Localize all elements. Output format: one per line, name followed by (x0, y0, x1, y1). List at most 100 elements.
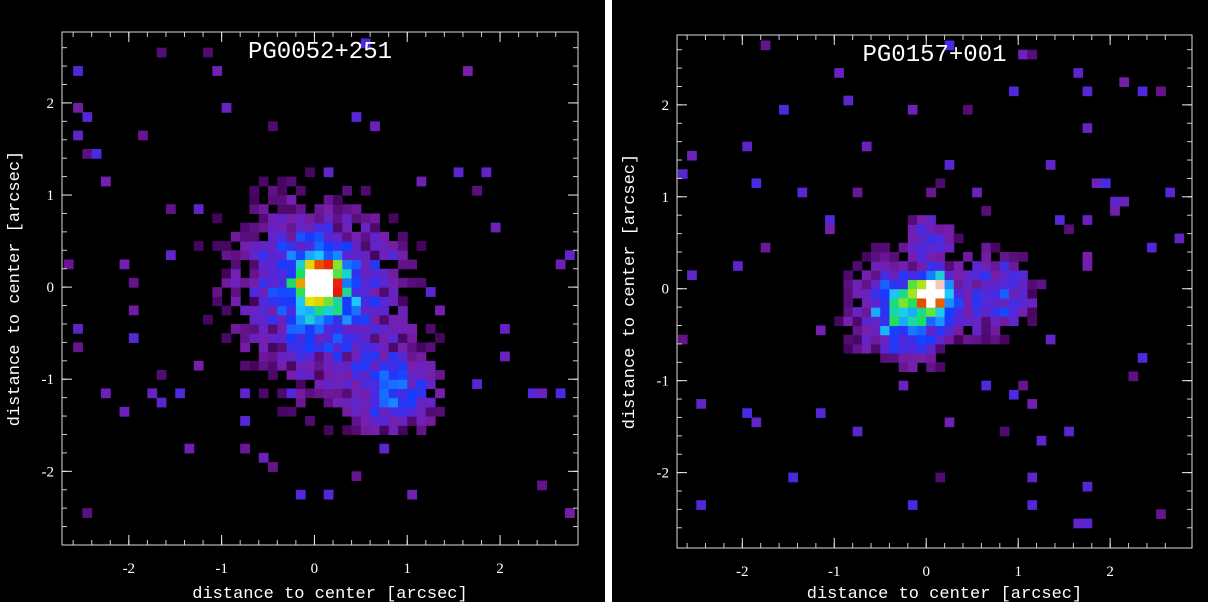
image-pixel (268, 121, 278, 131)
image-pixel (231, 232, 241, 242)
image-pixel (1073, 519, 1083, 529)
image-pixel (1110, 197, 1120, 207)
image-pixel (333, 204, 343, 214)
image-pixel (1018, 298, 1028, 308)
image-pixel (1018, 307, 1028, 317)
image-pixel (296, 232, 306, 242)
image-pixel (1083, 215, 1093, 225)
image-pixel (389, 324, 399, 334)
image-pixel (379, 416, 389, 426)
image-pixel (277, 250, 287, 260)
image-pixel (240, 324, 250, 334)
image-pixel (1000, 316, 1010, 326)
image-pixel (379, 361, 389, 371)
image-pixel (342, 324, 352, 334)
image-pixel (917, 224, 927, 234)
image-pixel (853, 261, 863, 271)
image-pixel (945, 224, 955, 234)
image-pixel (1018, 252, 1028, 262)
image-pixel (389, 361, 399, 371)
image-pixel (417, 416, 427, 426)
image-pixel (972, 280, 982, 290)
image-pixel (342, 379, 352, 389)
image-pixel (333, 278, 343, 288)
image-pixel (917, 234, 927, 244)
image-pixel (1027, 316, 1037, 326)
image-pixel (305, 287, 315, 297)
image-pixel (426, 379, 436, 389)
image-pixel (880, 326, 890, 336)
image-pixel (779, 105, 789, 115)
image-pixel (908, 316, 918, 326)
image-pixel (1009, 316, 1019, 326)
image-pixel (305, 259, 315, 269)
image-pixel (398, 241, 408, 251)
image-pixel (259, 361, 269, 371)
image-pixel (417, 177, 427, 187)
image-pixel (287, 361, 297, 371)
y-tick-label: 1 (662, 190, 670, 206)
image-pixel (259, 250, 269, 260)
image-pixel (277, 407, 287, 417)
image-pixel (945, 298, 955, 308)
image-pixel (1083, 261, 1093, 271)
image-pixel (1000, 298, 1010, 308)
image-pixel (389, 342, 399, 352)
image-pixel (370, 352, 380, 362)
image-pixel (379, 379, 389, 389)
image-pixel (352, 471, 362, 481)
image-pixel (352, 269, 362, 279)
image-pixel (843, 289, 853, 299)
image-pixel (981, 280, 991, 290)
image-pixel (352, 278, 362, 288)
image-pixel (742, 408, 752, 418)
image-pixel (277, 213, 287, 223)
image-pixel (908, 105, 918, 115)
image-pixel (954, 234, 964, 244)
image-pixel (945, 326, 955, 336)
image-pixel (398, 232, 408, 242)
image-pixel (991, 316, 1001, 326)
image-pixel (926, 316, 936, 326)
image-pixel (862, 142, 872, 152)
image-pixel (333, 250, 343, 260)
image-pixel (379, 241, 389, 251)
image-pixel (240, 306, 250, 316)
image-pixel (899, 270, 909, 280)
image-pixel (899, 353, 909, 363)
image-pixel (696, 500, 706, 510)
image-pixel (871, 280, 881, 290)
image-pixel (342, 407, 352, 417)
image-pixel (249, 296, 259, 306)
image-pixel (361, 352, 371, 362)
image-pixel (370, 407, 380, 417)
image-pixel (305, 278, 315, 288)
image-pixel (231, 259, 241, 269)
image-pixel (1000, 270, 1010, 280)
image-pixel (296, 278, 306, 288)
image-pixel (398, 333, 408, 343)
image-pixel (862, 252, 872, 262)
image-pixel (333, 315, 343, 325)
image-pixel (981, 335, 991, 345)
image-pixel (389, 379, 399, 389)
image-pixel (361, 388, 371, 398)
image-pixel (379, 315, 389, 325)
image-pixel (908, 280, 918, 290)
image-pixel (277, 241, 287, 251)
image-pixel (1000, 252, 1010, 262)
image-pixel (389, 333, 399, 343)
image-pixel (342, 278, 352, 288)
image-pixel (361, 287, 371, 297)
image-pixel (871, 344, 881, 354)
image-pixel (333, 361, 343, 371)
image-pixel (305, 333, 315, 343)
figure: -2-1012-2-1012PG0052+251distance to cent… (0, 0, 1208, 602)
image-pixel (333, 195, 343, 205)
image-pixel (277, 333, 287, 343)
x-tick-label: 0 (311, 561, 319, 577)
image-pixel (1000, 289, 1010, 299)
image-pixel (361, 333, 371, 343)
image-pixel (370, 361, 380, 371)
image-pixel (908, 353, 918, 363)
